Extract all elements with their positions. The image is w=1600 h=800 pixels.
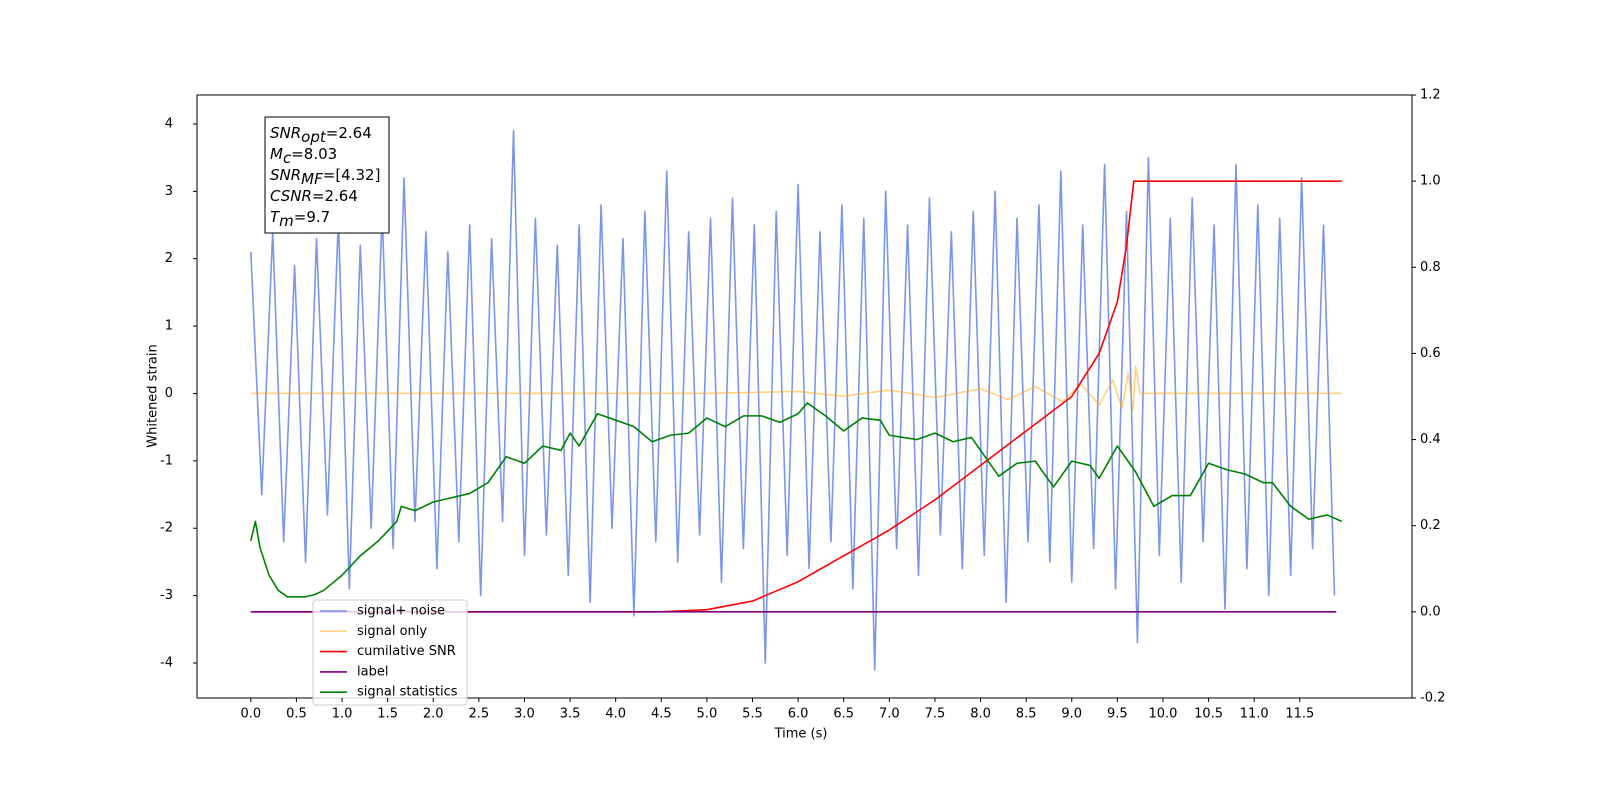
annotation-symbol: SNR: [270, 124, 301, 142]
y2-tick-label: 0.4: [1420, 432, 1441, 447]
annotation-value: =9.7: [294, 208, 330, 226]
y-tick-label: 1: [165, 319, 173, 334]
annotation-line: Mc=8.03: [270, 145, 337, 167]
x-tick-label: 3.5: [560, 707, 581, 722]
x-tick-label: 8.5: [1016, 707, 1037, 722]
legend-frame: [312, 599, 468, 706]
y-tick-label: -2: [160, 521, 173, 536]
y2-tick-label: 1.0: [1420, 174, 1441, 189]
x-tick-label: 4.5: [651, 707, 672, 722]
y-tick-label: -1: [160, 453, 173, 468]
x-tick-label: 1.0: [332, 707, 353, 722]
legend-label: cumilative SNR: [357, 644, 456, 659]
series-line: [250, 365, 1342, 412]
y-tick-label: 4: [165, 116, 173, 131]
y2-tick-label: 0.8: [1420, 260, 1441, 275]
annotation-line: CSNR=2.64: [270, 187, 358, 205]
y-axis-label: Whitened strain: [146, 344, 161, 447]
y-tick-label: -4: [160, 655, 173, 670]
annotation-line: Tm=9.7: [270, 208, 330, 230]
y-tick-label: -3: [160, 588, 173, 603]
annotation-symbol: T: [270, 208, 281, 226]
x-tick-label: 10.0: [1149, 707, 1178, 722]
y2-tick-label: 0.2: [1420, 518, 1441, 533]
x-tick-label: 8.0: [970, 707, 991, 722]
x-tick-label: 10.5: [1194, 707, 1223, 722]
annotation-box: SNRopt=2.64Mc=8.03SNRMF=[4.32]CSNR=2.64T…: [264, 116, 390, 234]
x-tick-label: 6.5: [833, 707, 854, 722]
series-line: [250, 129, 1336, 671]
annotation-line: SNRopt=2.64: [270, 124, 372, 146]
annotation-symbol: CSNR: [270, 187, 312, 205]
plot-frame: [196, 94, 1413, 699]
x-axis-label: Time (s): [774, 727, 828, 742]
legend: signal+ noise signal only cumilative SNR la…: [312, 599, 468, 706]
annotation-value: =2.64: [312, 187, 358, 205]
x-tick-label: 3.0: [514, 707, 535, 722]
annotation-subscript: m: [279, 212, 294, 230]
x-tick-label: 4.0: [605, 707, 626, 722]
x-tick-label: 1.5: [377, 707, 398, 722]
x-tick-label: 0.0: [240, 707, 261, 722]
x-tick-label: 6.0: [788, 707, 809, 722]
annotation-subscript: MF: [301, 170, 323, 188]
series-line: [250, 402, 1343, 598]
x-tick-label: 5.0: [697, 707, 718, 722]
x-tick-label: 11.5: [1285, 707, 1314, 722]
y2-tick-label: -0.2: [1420, 691, 1445, 706]
y-tick-label: 2: [165, 251, 173, 266]
annotation-symbol: M: [270, 145, 283, 163]
annotation-subscript: opt: [301, 128, 327, 146]
y2-tick-label: 1.2: [1420, 88, 1441, 103]
annotation-subscript: c: [283, 149, 292, 167]
y2-tick-label: 0.6: [1420, 346, 1441, 361]
x-tick-label: 9.5: [1107, 707, 1128, 722]
y-tick-label: 0: [165, 386, 173, 401]
legend-label: signal only: [357, 624, 427, 639]
x-tick-label: 7.5: [925, 707, 946, 722]
legend-label: signal statistics: [357, 685, 458, 700]
series-line: [250, 180, 1342, 613]
annotation-frame: [264, 116, 390, 234]
legend-label: label: [357, 664, 388, 679]
y2-tick-label: 0.0: [1420, 604, 1441, 619]
annotation-value: =8.03: [291, 145, 337, 163]
x-tick-label: 5.5: [742, 707, 763, 722]
x-tick-label: 0.5: [286, 707, 307, 722]
annotation-value: =2.64: [326, 124, 372, 142]
x-tick-label: 9.0: [1061, 707, 1082, 722]
x-tick-label: 11.0: [1240, 707, 1269, 722]
x-tick-label: 2.5: [469, 707, 490, 722]
legend-label: signal+ noise: [357, 604, 445, 619]
x-tick-label: 7.0: [879, 707, 900, 722]
annotation-symbol: SNR: [270, 166, 301, 184]
x-tick-label: 2.0: [423, 707, 444, 722]
y-tick-label: 3: [165, 184, 173, 199]
annotation-line: SNRMF=[4.32]: [270, 166, 380, 188]
annotation-value: =[4.32]: [323, 166, 381, 184]
